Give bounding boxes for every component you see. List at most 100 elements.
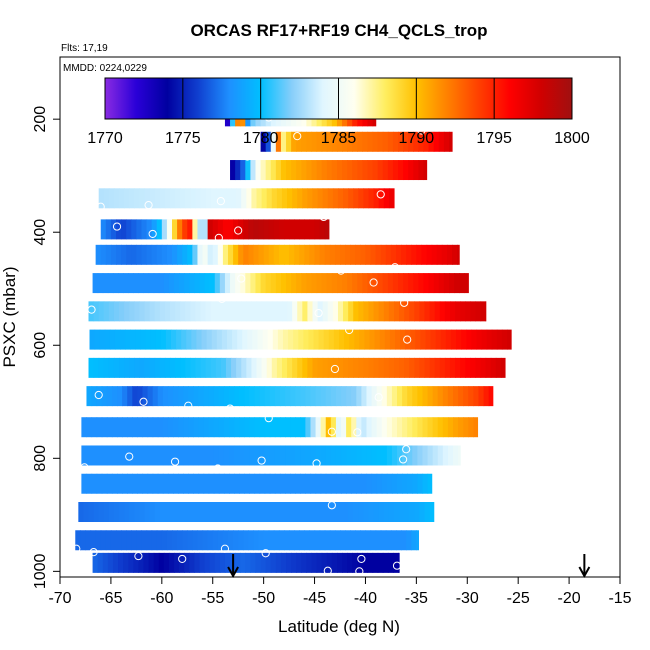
heatmap-cell	[387, 131, 394, 152]
heatmap-cell	[246, 188, 253, 209]
heatmap-cell	[471, 329, 478, 350]
heatmap-cell	[320, 445, 327, 466]
heatmap-cell	[261, 301, 268, 322]
heatmap-cell	[224, 273, 231, 294]
heatmap-cell	[131, 219, 137, 240]
heatmap-cell	[134, 188, 141, 209]
heatmap-cell	[239, 473, 245, 494]
heatmap-cell	[320, 417, 327, 438]
heatmap-cell	[276, 301, 283, 322]
heatmap-cell	[180, 301, 186, 322]
heatmap-row	[89, 329, 512, 350]
heatmap-cell	[445, 329, 452, 350]
heatmap-cell	[269, 417, 276, 438]
heatmap-cell	[95, 244, 102, 265]
heatmap-cell	[468, 417, 474, 438]
heatmap-cell	[263, 530, 270, 551]
heatmap-cell	[308, 329, 315, 350]
heatmap-cell	[376, 445, 383, 466]
heatmap-cell	[152, 386, 159, 407]
heatmap-cell	[287, 188, 293, 209]
y-tick-label: 600	[32, 332, 49, 359]
heatmap-cell	[177, 219, 183, 240]
heatmap-cell	[205, 188, 212, 209]
heatmap-cell	[411, 530, 417, 551]
heatmap-cell	[249, 445, 256, 466]
heatmap-cell	[175, 188, 181, 209]
heatmap-cell	[226, 329, 233, 350]
heatmap-cell	[287, 357, 293, 378]
heatmap-cell	[480, 357, 487, 378]
heatmap-cell	[233, 530, 239, 551]
heatmap-cell	[365, 244, 372, 265]
heatmap-cell	[316, 160, 323, 181]
heatmap-cell	[172, 530, 178, 551]
heatmap-cell	[182, 219, 188, 240]
heatmap-cell	[194, 552, 201, 573]
heatmap-cell	[297, 188, 303, 209]
heatmap-cell	[159, 357, 166, 378]
y-tick-label: 200	[32, 106, 49, 133]
heatmap-cell	[399, 357, 405, 378]
heatmap-cell	[342, 552, 348, 573]
data-point	[392, 561, 402, 570]
heatmap-cell	[198, 473, 205, 494]
heatmap-cell	[256, 357, 263, 378]
heatmap-cell	[213, 445, 220, 466]
heatmap-cell	[421, 244, 428, 265]
heatmap-cell	[117, 445, 123, 466]
heatmap-cell	[332, 188, 339, 209]
heatmap-cell	[392, 552, 399, 573]
data-point	[94, 390, 103, 400]
heatmap-cell	[97, 273, 104, 294]
heatmap-cell	[180, 502, 186, 522]
heatmap-cell	[259, 445, 266, 466]
heatmap-cell	[207, 530, 214, 551]
heatmap-cell	[217, 244, 224, 265]
heatmap-cell	[198, 417, 205, 438]
heatmap-cell	[237, 329, 243, 350]
heatmap-cell	[313, 329, 320, 350]
heatmap-cell	[286, 552, 292, 573]
heatmap-cell	[297, 357, 303, 378]
heatmap-cell	[372, 552, 379, 573]
heatmap-cell	[403, 131, 409, 152]
heatmap-cell	[315, 445, 322, 466]
heatmap-cell	[279, 417, 286, 438]
heatmap-cell	[332, 357, 339, 378]
heatmap-cell	[225, 188, 232, 209]
heatmap-cell	[407, 417, 413, 438]
heatmap-cell	[123, 552, 129, 573]
heatmap-cell	[110, 244, 117, 265]
heatmap-cell	[254, 473, 261, 494]
heatmap-cell	[103, 502, 110, 522]
heatmap-cell	[312, 502, 319, 522]
heatmap-cell	[429, 301, 436, 322]
heatmap-cell	[419, 301, 426, 322]
heatmap-cell	[143, 552, 150, 573]
heatmap-cell	[325, 473, 332, 494]
heatmap-cell	[114, 329, 121, 350]
heatmap-cell	[301, 273, 307, 294]
heatmap-cell	[225, 502, 232, 522]
heatmap-cell	[159, 301, 166, 322]
heatmap-cell	[127, 386, 133, 407]
data-point	[327, 427, 336, 436]
heatmap-cell	[235, 552, 241, 573]
heatmap-cell	[299, 530, 305, 551]
heatmap-cell	[437, 386, 444, 407]
heatmap-cell	[404, 357, 410, 378]
heatmap-cell	[172, 219, 178, 240]
heatmap-cell	[386, 417, 393, 438]
heatmap-cell	[483, 386, 490, 407]
heatmap-cell	[217, 219, 224, 240]
heatmap-cell	[127, 473, 133, 494]
heatmap-cell	[198, 445, 205, 466]
heatmap-cell	[185, 502, 191, 522]
heatmap-row	[95, 244, 460, 265]
heatmap-cell	[213, 417, 220, 438]
heatmap-cell	[447, 445, 454, 466]
heatmap-cell	[250, 160, 257, 181]
heatmap-cell	[341, 417, 347, 438]
heatmap-cell	[446, 244, 453, 265]
